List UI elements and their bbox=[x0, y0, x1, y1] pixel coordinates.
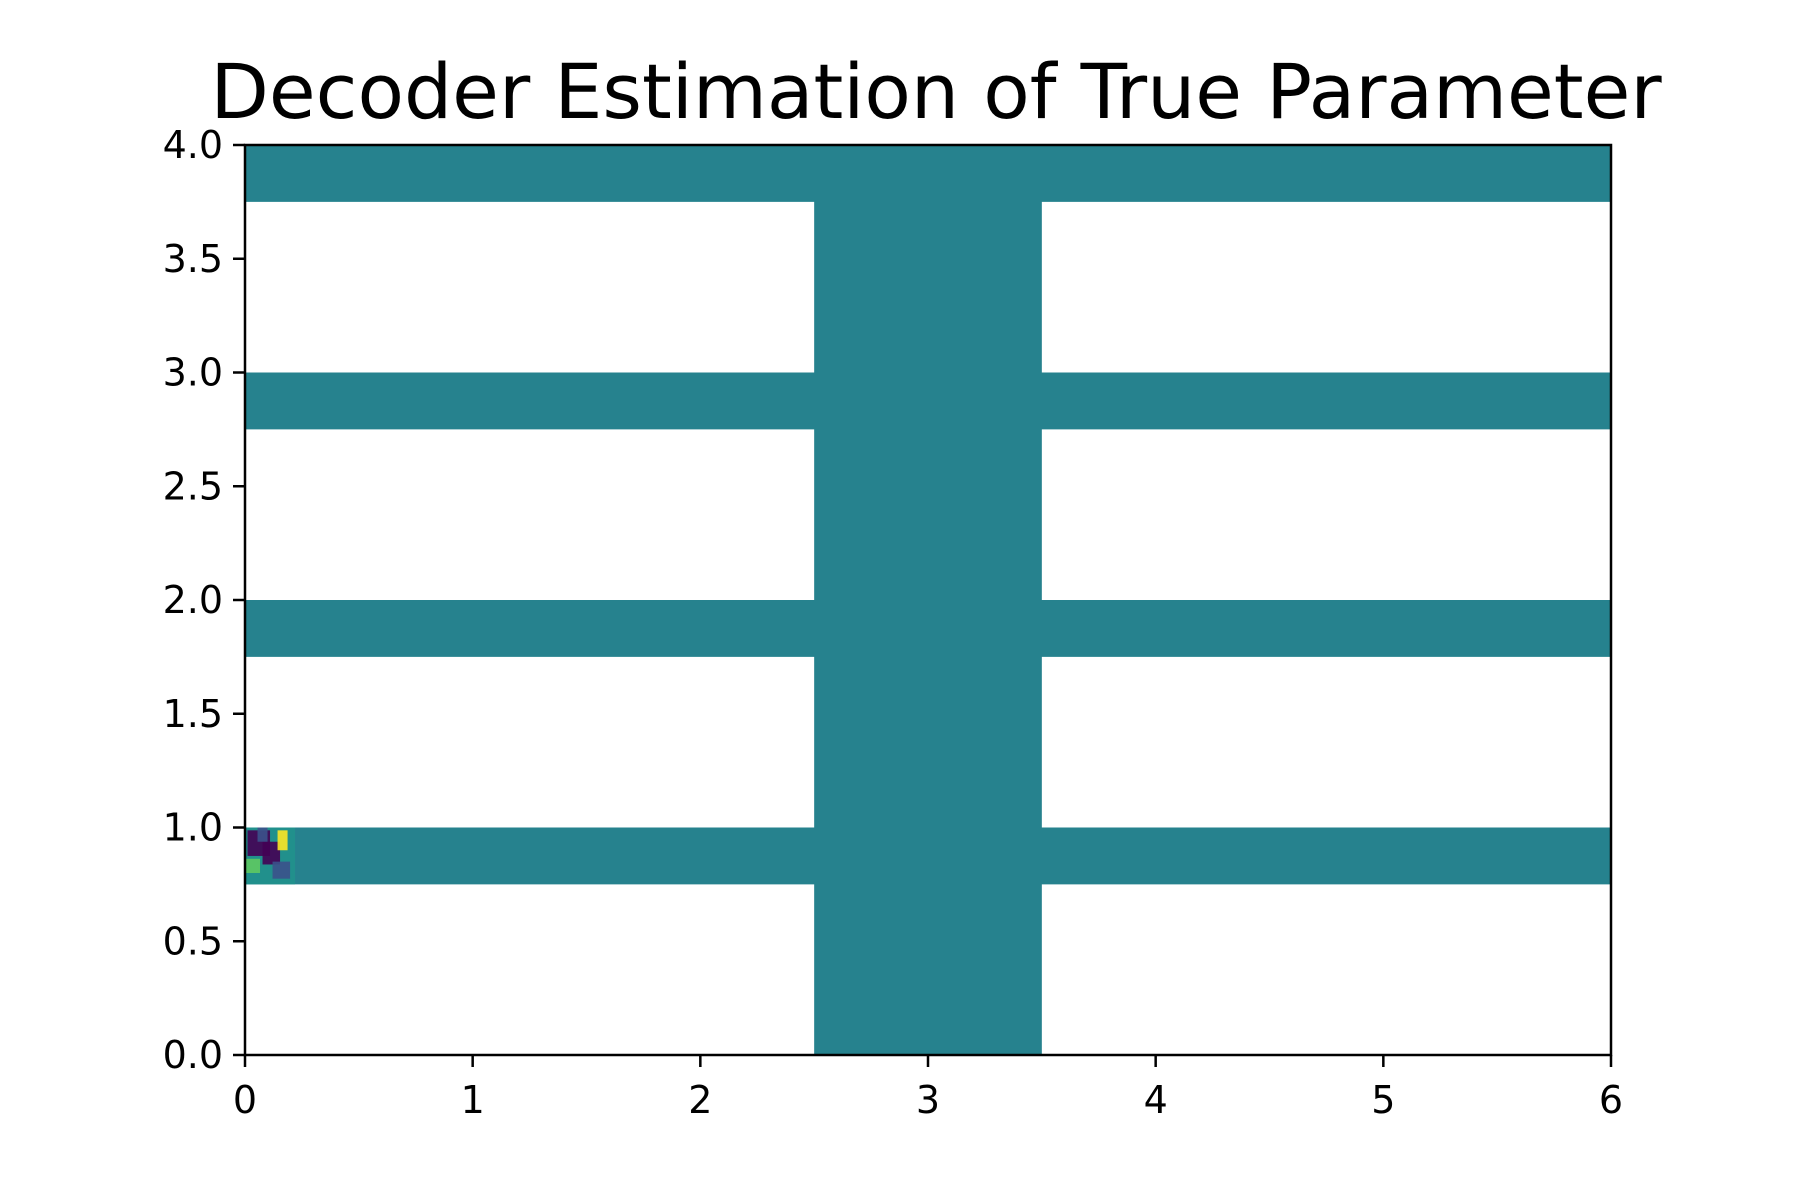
y-tick-label: 3.5 bbox=[163, 237, 223, 281]
anomaly-cell-4 bbox=[245, 858, 261, 873]
heatmap-region-horizontal-channel-1 bbox=[245, 827, 1611, 885]
y-tick-label: 3.0 bbox=[163, 351, 223, 395]
anomaly-cell-6 bbox=[257, 827, 268, 842]
y-tick-label: 2.5 bbox=[163, 464, 223, 508]
anomaly-cell-2 bbox=[262, 841, 281, 865]
anomaly-cell-3 bbox=[277, 830, 288, 851]
y-tick-label: 1.0 bbox=[163, 806, 223, 850]
y-axis: 0.0 0.5 1.0 1.5 2.0 2.5 3.0 3.5 4.0 bbox=[163, 123, 245, 1077]
heatmap-region-horizontal-channel-3 bbox=[245, 372, 1611, 430]
x-tick-label: 3 bbox=[916, 1078, 940, 1122]
x-tick-label: 5 bbox=[1371, 1078, 1395, 1122]
y-tick-label: 4.0 bbox=[163, 123, 223, 167]
x-tick-label: 0 bbox=[233, 1078, 257, 1122]
chart-title: Decoder Estimation of True Parameter bbox=[210, 47, 1662, 136]
heatmap-regions bbox=[245, 145, 1611, 1055]
heatmap-anomaly bbox=[245, 827, 296, 885]
x-axis: 0 1 2 3 4 5 6 bbox=[233, 1055, 1623, 1122]
y-tick-label: 0.0 bbox=[163, 1033, 223, 1077]
heatmap-region-horizontal-channel-top bbox=[245, 145, 1611, 202]
y-tick-label: 1.5 bbox=[163, 692, 223, 736]
x-tick-label: 4 bbox=[1144, 1078, 1168, 1122]
y-tick-label: 2.0 bbox=[163, 578, 223, 622]
anomaly-cell-5 bbox=[272, 861, 291, 879]
x-tick-label: 2 bbox=[688, 1078, 712, 1122]
x-tick-label: 1 bbox=[461, 1078, 485, 1122]
x-tick-label: 6 bbox=[1599, 1078, 1623, 1122]
heatmap-region-horizontal-channel-2 bbox=[245, 600, 1611, 657]
y-tick-label: 0.5 bbox=[163, 919, 223, 963]
